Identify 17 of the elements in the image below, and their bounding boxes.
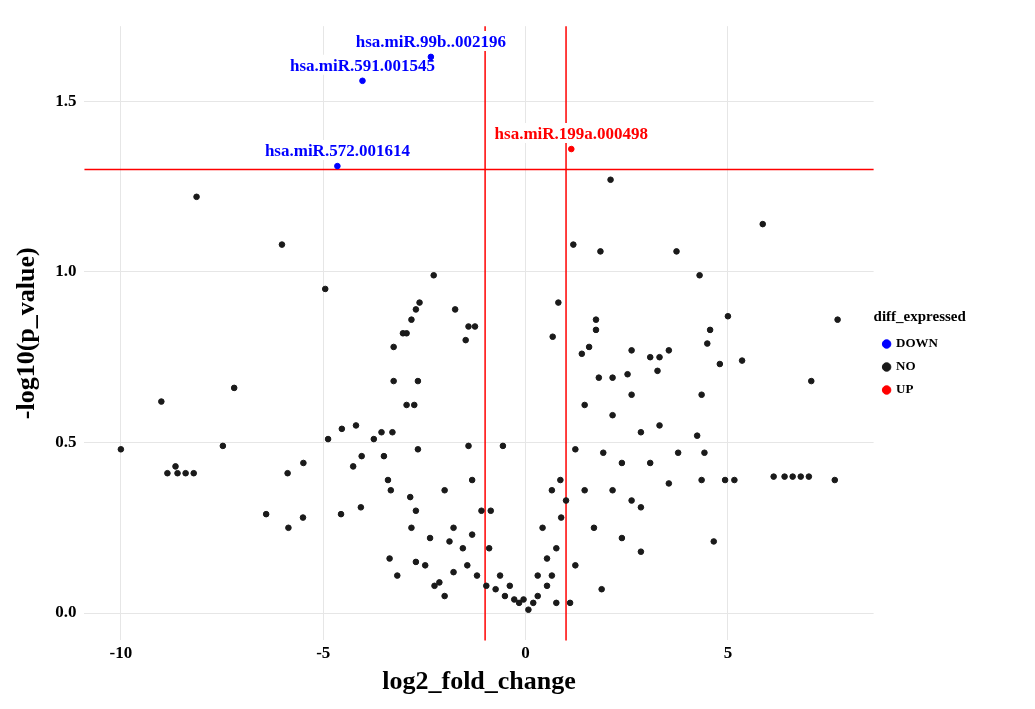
y-tick-label: 1.0: [55, 261, 77, 281]
x-tick-label: 0: [521, 642, 530, 662]
x-tick-label: -5: [316, 642, 331, 662]
y-tick-label: 0.0: [55, 602, 77, 622]
annotation: hsa.miR.572.001614: [264, 140, 411, 160]
annotation: hsa.miR.199a.000498: [494, 123, 649, 143]
legend-label: NO: [896, 358, 981, 374]
x-tick-label: -10: [109, 642, 133, 662]
legend-label: DOWN: [896, 335, 1003, 351]
annotation: hsa.miR.99b..002196: [355, 31, 506, 51]
legend-label: UP: [896, 381, 979, 397]
x-tick-label: 5: [723, 642, 733, 662]
y-tick-label: 1.5: [55, 90, 77, 110]
y-axis-title: -log10(p_value): [11, 247, 41, 420]
x-axis-title: log2_fold_change: [382, 666, 576, 696]
y-tick-label: 0.5: [55, 431, 77, 451]
legend-title: diff_expressed: [873, 307, 967, 324]
